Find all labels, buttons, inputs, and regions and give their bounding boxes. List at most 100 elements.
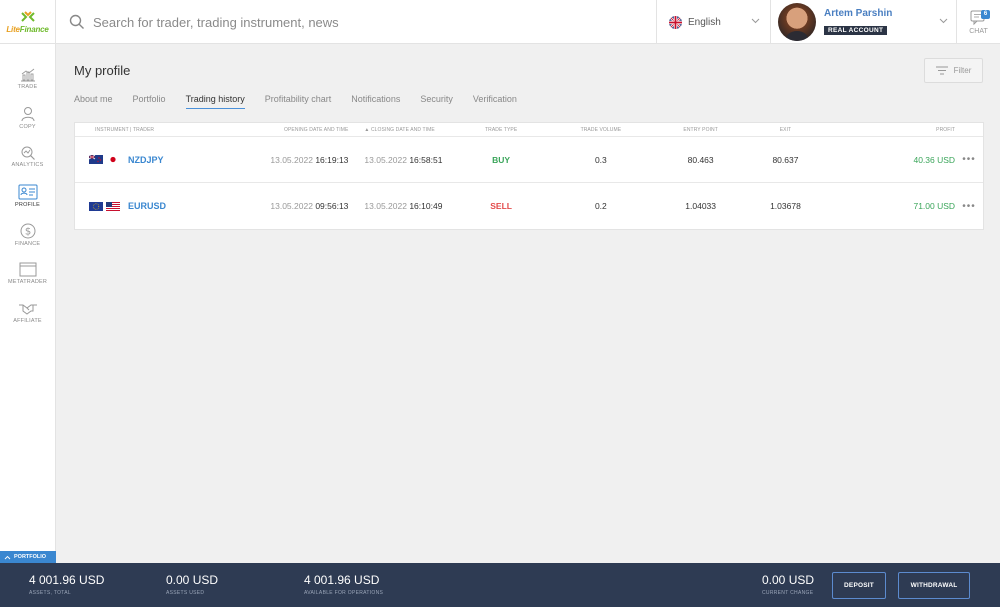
account-badge: REAL ACCOUNT bbox=[824, 25, 888, 35]
header-entry[interactable]: ENTRY POINT bbox=[683, 126, 718, 133]
dollar-circle-icon: $ bbox=[20, 223, 35, 238]
instrument-cell: EURUSD bbox=[75, 201, 255, 211]
close-time: 16:10:49 bbox=[409, 201, 443, 211]
sidebar-item-affiliate[interactable]: AFFILIATE bbox=[0, 293, 55, 332]
trade-type: SELL bbox=[490, 201, 512, 211]
stat-value: 4 001.96 USD bbox=[29, 573, 105, 587]
table-row[interactable]: EURUSD 13.05.2022 09:56:13 13.05.2022 16… bbox=[75, 183, 983, 229]
sidebar-item-label: PROFILE bbox=[15, 201, 40, 208]
jp-flag-icon bbox=[106, 155, 120, 164]
portfolio-bar: 4 001.96 USD ASSETS, TOTAL 0.00 USD ASSE… bbox=[0, 563, 1000, 607]
flag-pair bbox=[89, 201, 120, 211]
window-icon bbox=[19, 262, 36, 277]
sidebar-item-label: COPY bbox=[19, 123, 36, 130]
sidebar-item-label: ANALYTICS bbox=[11, 162, 44, 168]
tab-verification[interactable]: Verification bbox=[472, 94, 517, 104]
table-header: INSTRUMENT | TRADER OPENING DATE AND TIM… bbox=[75, 123, 983, 137]
profile-card-icon bbox=[18, 184, 37, 199]
closing-datetime: 13.05.2022 16:58:51 bbox=[356, 155, 456, 165]
user-menu[interactable]: Artem Parshin REAL ACCOUNT bbox=[770, 0, 956, 44]
stat-label: AVAILABLE FOR OPERATIONS bbox=[304, 590, 384, 596]
opening-datetime: 13.05.2022 16:19:13 bbox=[255, 155, 357, 165]
chevron-up-icon bbox=[4, 555, 11, 559]
copy-user-icon bbox=[21, 106, 34, 121]
open-time: 09:56:13 bbox=[315, 201, 349, 211]
sidebar-item-analytics[interactable]: ANALYTICS bbox=[0, 137, 55, 176]
open-date: 13.05.2022 bbox=[270, 154, 313, 165]
tab-trading-history[interactable]: Trading history bbox=[185, 94, 245, 109]
header-profit[interactable]: PROFIT bbox=[936, 126, 956, 133]
stat-label: ASSETS, TOTAL bbox=[29, 590, 71, 596]
language-selector[interactable]: English bbox=[656, 0, 770, 44]
sidebar-item-metatrader[interactable]: METATRADER bbox=[0, 254, 55, 293]
stat-value: 0.00 USD bbox=[166, 573, 219, 587]
sidebar-item-copy[interactable]: COPY bbox=[0, 98, 55, 137]
user-info: Artem Parshin REAL ACCOUNT bbox=[824, 8, 892, 37]
stat-assets-used: 0.00 USD ASSETS USED bbox=[166, 573, 218, 596]
sidebar: TRADE COPY ANALYTICS PROFILE $ bbox=[0, 44, 56, 563]
entry-point: 80.463 bbox=[687, 154, 714, 165]
open-date: 13.05.2022 bbox=[270, 201, 313, 211]
header-volume[interactable]: TRADE VOLUME bbox=[580, 126, 622, 133]
nz-flag-icon bbox=[89, 155, 103, 164]
chevron-down-icon bbox=[751, 18, 760, 24]
sidebar-item-finance[interactable]: $ FINANCE bbox=[0, 215, 55, 254]
profit-value: 40.36 USD bbox=[913, 154, 956, 165]
language-label: English bbox=[688, 16, 721, 28]
filter-label: Filter bbox=[953, 66, 972, 75]
tab-about-me[interactable]: About me bbox=[74, 94, 113, 104]
deposit-button[interactable]: DEPOSIT bbox=[832, 572, 886, 599]
stat-label: CURRENT CHANGE bbox=[762, 590, 814, 596]
portfolio-toggle[interactable]: PORTFOLIO bbox=[0, 551, 56, 563]
filter-icon bbox=[935, 66, 948, 75]
header-instrument[interactable]: INSTRUMENT | TRADER bbox=[95, 126, 155, 133]
trade-volume: 0.2 bbox=[594, 201, 607, 211]
search-icon bbox=[69, 14, 84, 29]
chevron-down-icon bbox=[939, 18, 948, 24]
header-opening[interactable]: OPENING DATE AND TIME bbox=[283, 126, 349, 133]
page-title: My profile bbox=[74, 63, 131, 78]
close-date: 13.05.2022 bbox=[364, 201, 407, 211]
tab-notifications[interactable]: Notifications bbox=[351, 94, 401, 104]
closing-datetime: 13.05.2022 16:10:49 bbox=[356, 201, 456, 211]
header-closing[interactable]: ▲ CLOSING DATE AND TIME bbox=[364, 126, 435, 133]
header-exit[interactable]: EXIT bbox=[779, 126, 792, 133]
instrument-symbol[interactable]: NZDJPY bbox=[128, 154, 164, 165]
logo-text: LiteFinance bbox=[6, 24, 49, 34]
more-options-icon[interactable]: ••• bbox=[962, 154, 976, 165]
stat-label: ASSETS USED bbox=[166, 590, 205, 596]
tab-portfolio[interactable]: Portfolio bbox=[132, 94, 166, 104]
sidebar-item-profile[interactable]: PROFILE bbox=[0, 176, 55, 215]
trading-history-table: INSTRUMENT | TRADER OPENING DATE AND TIM… bbox=[74, 122, 984, 230]
profit-value: 71.00 USD bbox=[913, 201, 956, 211]
main-content: My profile Filter About me Portfolio Tra… bbox=[56, 44, 1000, 563]
trade-volume: 0.3 bbox=[594, 154, 607, 165]
user-name: Artem Parshin bbox=[824, 7, 893, 19]
chat-count-badge: 6 bbox=[981, 10, 990, 19]
search-bar bbox=[56, 0, 656, 44]
chat-button[interactable]: 6 CHAT bbox=[956, 0, 1000, 44]
sidebar-item-trade[interactable]: TRADE bbox=[0, 59, 55, 98]
tab-profitability-chart[interactable]: Profitability chart bbox=[264, 94, 332, 104]
chat-label: CHAT bbox=[969, 27, 988, 35]
instrument-symbol[interactable]: EURUSD bbox=[128, 201, 167, 211]
flag-pair bbox=[89, 155, 120, 164]
close-date: 13.05.2022 bbox=[364, 154, 407, 165]
stat-available: 4 001.96 USD AVAILABLE FOR OPERATIONS bbox=[304, 573, 383, 596]
search-input[interactable] bbox=[93, 14, 613, 30]
handshake-icon bbox=[18, 304, 37, 315]
sidebar-item-label: AFFILIATE bbox=[13, 317, 42, 324]
filter-button[interactable]: Filter bbox=[924, 58, 983, 83]
withdrawal-button[interactable]: WITHDRAWAL bbox=[898, 572, 970, 599]
trade-type: BUY bbox=[492, 154, 511, 165]
header-type[interactable]: TRADE TYPE bbox=[484, 126, 518, 133]
sidebar-item-label: FINANCE bbox=[14, 240, 41, 247]
table-row[interactable]: NZDJPY 13.05.2022 16:19:13 13.05.2022 16… bbox=[75, 137, 983, 183]
more-options-icon[interactable]: ••• bbox=[962, 200, 976, 212]
logo[interactable]: LiteFinance bbox=[0, 0, 56, 44]
tab-security[interactable]: Security bbox=[420, 94, 453, 104]
open-time: 16:19:13 bbox=[315, 154, 349, 165]
analytics-icon bbox=[21, 146, 35, 160]
stat-assets-total: 4 001.96 USD ASSETS, TOTAL bbox=[29, 573, 104, 596]
opening-datetime: 13.05.2022 09:56:13 bbox=[255, 201, 357, 211]
